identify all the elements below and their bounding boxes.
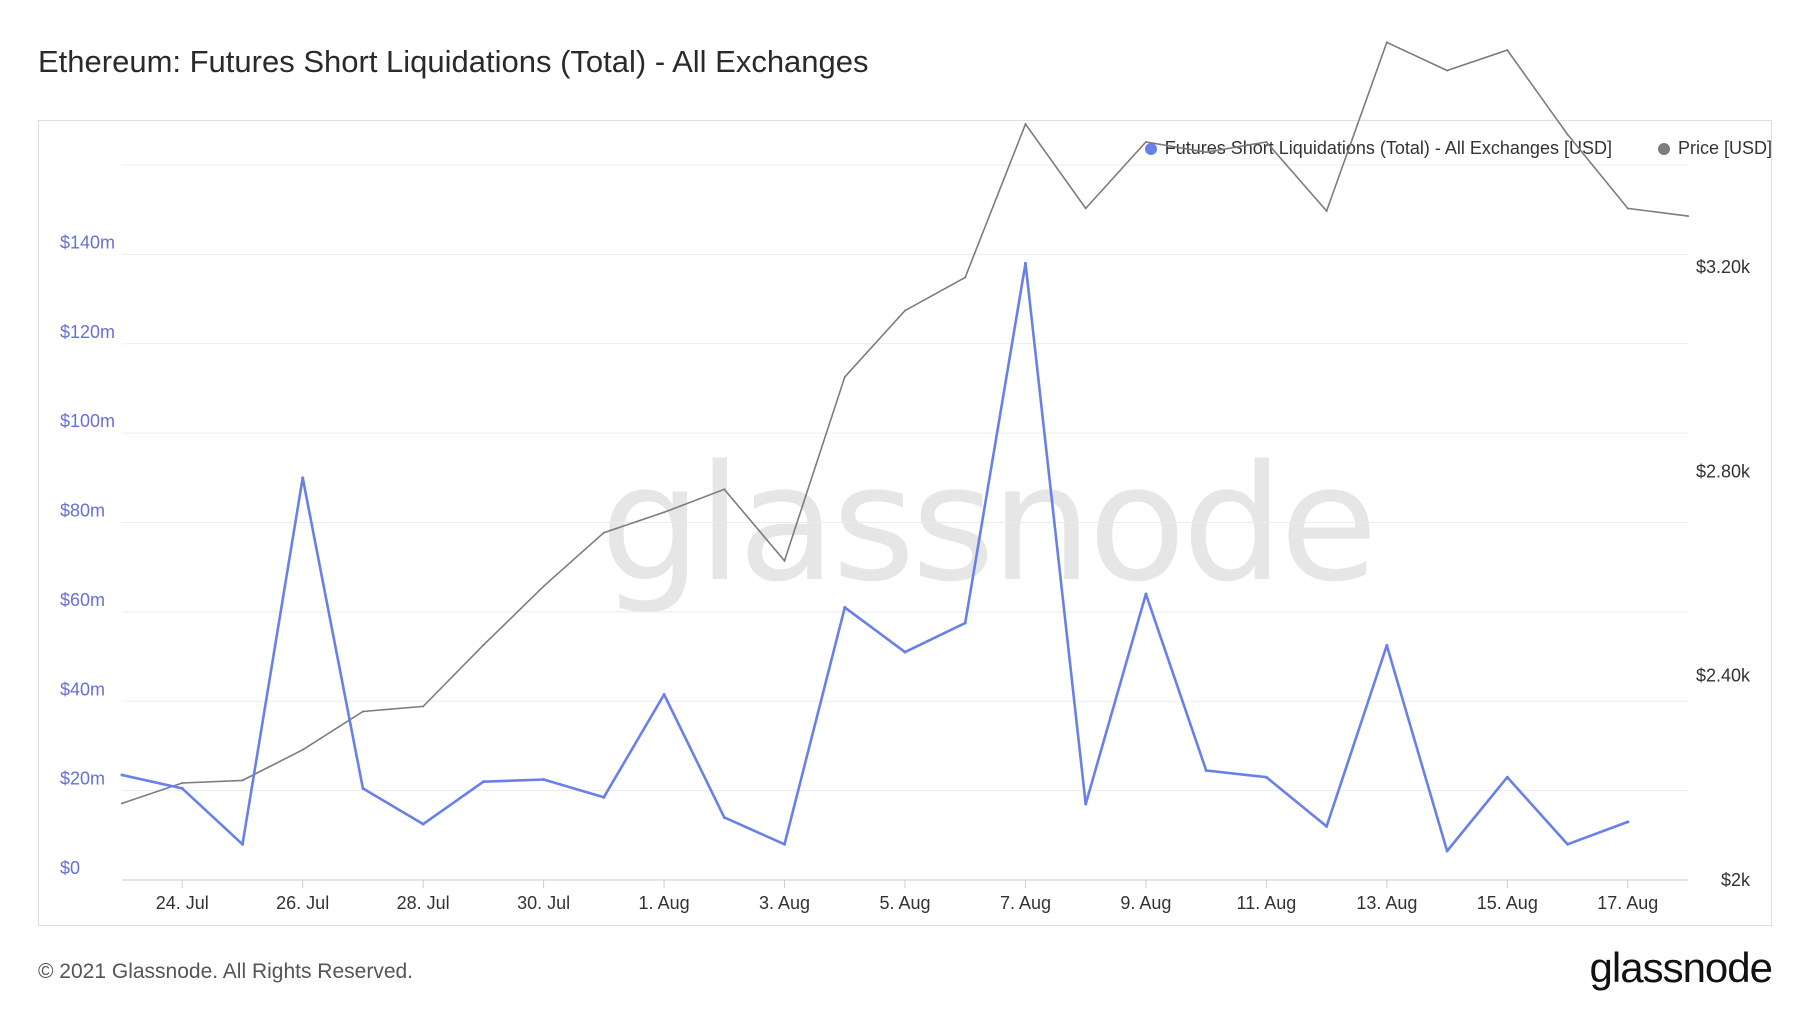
price-point [181,781,184,784]
left-axis-tick-label: $0 [60,858,80,878]
x-axis-tick-label: 1. Aug [639,893,690,913]
x-axis-tick-label: 24. Jul [156,893,209,913]
legend-label-price: Price [USD] [1677,138,1772,158]
price-point [1024,123,1027,126]
price-point [904,309,906,312]
liquidations-point [1505,775,1509,779]
liquidations-point [120,773,124,777]
liquidations-point [1385,643,1389,647]
right-axis-tick-label: $2k [1721,870,1751,890]
left-axis-tick-label: $60m [60,590,105,610]
price-point [843,375,846,378]
liquidations-point [1566,842,1570,846]
liquidations-point [542,777,546,781]
price-point [1506,49,1509,52]
liquidations-series-line [121,262,1629,853]
liquidations-point [240,842,244,846]
liquidations-point [783,842,787,846]
liquidations-point [1626,820,1630,824]
left-axis-tick-label: $40m [60,679,105,699]
right-axis-tick-label: $2.40k [1696,666,1751,686]
price-point [121,802,123,805]
glassnode-logo: glassnode [1589,944,1773,991]
price-point [783,559,786,562]
legend-dot-liquidations [1144,142,1157,155]
x-axis-tick-label: 13. Aug [1356,893,1417,913]
liquidations-point [963,621,967,625]
glassnode-watermark: glassnode [600,430,1378,617]
left-axis-tick-label: $80m [60,501,105,521]
price-point [482,644,485,647]
x-axis-tick-label: 30. Jul [517,893,570,913]
chart-frame [38,120,1772,926]
x-axis-tick-label: 3. Aug [759,893,810,913]
right-axis-tick-label: $3.20k [1696,257,1751,277]
legend-dot-price [1657,142,1670,155]
x-axis-tick-label: 17. Aug [1597,893,1658,913]
price-point [1325,209,1328,212]
x-axis-tick-label: 11. Aug [1237,893,1297,913]
liquidations-point [1204,769,1208,773]
price-point [1385,41,1388,44]
price-point [1084,207,1087,210]
price-point [964,276,967,279]
liquidations-point [662,693,666,697]
price-series-line [121,41,1689,805]
price-point [1205,151,1208,154]
x-axis-tick-label: 7. Aug [1000,893,1051,913]
price-point [1144,141,1147,144]
right-axis-tick-label: $2.80k [1696,461,1751,481]
x-axis-tick-label: 26. Jul [276,893,329,913]
price-point [1265,141,1268,144]
price-point [1566,133,1569,136]
price-point [542,585,545,588]
liquidations-point [1023,261,1027,265]
liquidations-point [301,476,305,480]
price-point [422,705,425,708]
price-point [1446,69,1449,72]
price-point [602,531,605,534]
left-axis-tick-label: $100m [60,411,115,431]
left-axis-tick-label: $20m [60,769,105,789]
liquidations-point [903,650,907,654]
price-point [663,511,666,514]
price-point [723,488,726,491]
price-point [1626,207,1629,210]
copyright-text: © 2021 Glassnode. All Rights Reserved. [38,960,414,983]
liquidations-point [180,786,184,790]
x-axis-tick-label: 28. Jul [397,893,450,913]
liquidations-point [843,605,847,609]
price-point [241,779,244,782]
price-point [301,748,304,751]
price-point [361,710,364,713]
x-axis-tick-label: 5. Aug [879,893,930,913]
legend-item-price[interactable]: Price [USD] [1657,138,1772,159]
left-axis-tick-label: $120m [60,322,115,342]
liquidations-point [421,822,425,826]
liquidations-point [361,786,365,790]
x-axis-tick-label: 9. Aug [1120,893,1171,913]
left-axis-tick-label: $140m [60,232,115,252]
liquidations-point [1084,802,1088,806]
liquidations-point [1144,592,1148,596]
liquidations-point [481,780,485,784]
liquidations-point [1445,849,1449,853]
price-point [1687,215,1689,218]
chart-title: Ethereum: Futures Short Liquidations (To… [38,44,869,79]
liquidations-point [602,795,606,799]
liquidations-point [1325,824,1329,828]
liquidations-point [1264,775,1268,779]
liquidations-point [722,815,726,819]
x-axis-tick-label: 15. Aug [1477,893,1538,913]
